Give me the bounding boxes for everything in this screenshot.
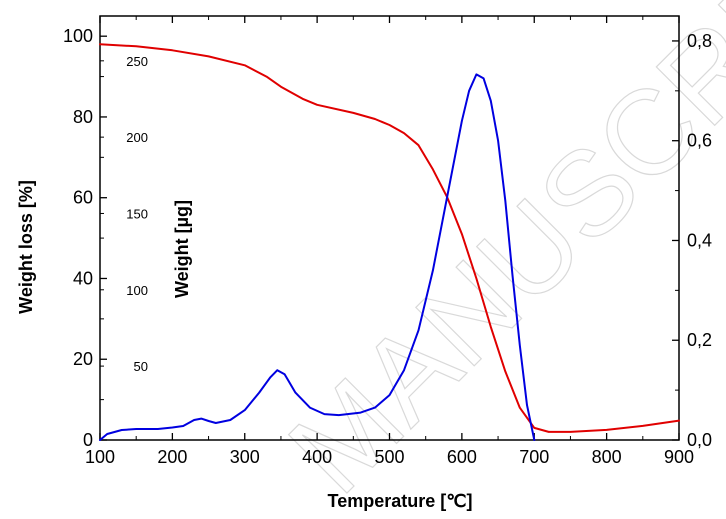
y-left-tick-label: 40 (73, 268, 93, 288)
x-tick-label: 500 (374, 447, 404, 467)
y-inner-tick-label: 250 (126, 54, 148, 69)
y-left-tick-label: 20 (73, 349, 93, 369)
x-tick-label: 600 (447, 447, 477, 467)
series-line-weight-loss (99, 43, 680, 433)
y-right-tick-label: 0,8 (687, 31, 712, 51)
x-tick-label: 700 (519, 447, 549, 467)
y-left-tick-label: 80 (73, 107, 93, 127)
y-left-tick-label: 100 (63, 26, 93, 46)
x-tick-label: 900 (664, 447, 694, 467)
y-inner-tick-label: 50 (134, 359, 148, 374)
y-axis-inner-title: Weight [µg] (172, 200, 192, 298)
y-left-tick-label: 60 (73, 188, 93, 208)
x-tick-label: 400 (302, 447, 332, 467)
x-tick-label: 200 (157, 447, 187, 467)
x-axis-title: Temperature [℃] (328, 491, 473, 511)
y-right-tick-label: 0,2 (687, 330, 712, 350)
y-right-tick-label: 0,0 (687, 430, 712, 450)
y-inner-tick-label: 200 (126, 130, 148, 145)
y-inner-tick-label: 150 (126, 206, 148, 221)
labels-group: Temperature [℃] Weight loss [%] Weight [… (16, 180, 472, 511)
axes: 100 200 300 400 500 600 700 800 900 0 20 40 60 80 100 5… (63, 15, 712, 467)
y-left-tick-label: 0 (83, 430, 93, 450)
series-group (99, 43, 680, 441)
x-tick-label: 800 (592, 447, 622, 467)
y-right-tick-label: 0,6 (687, 131, 712, 151)
series-line-dtg (99, 73, 536, 441)
x-tick-label: 300 (230, 447, 260, 467)
x-tick-label: 100 (85, 447, 115, 467)
y-inner-tick-label: 100 (126, 283, 148, 298)
y-axis-left-title: Weight loss [%] (16, 180, 36, 314)
y-right-tick-label: 0,4 (687, 230, 712, 250)
